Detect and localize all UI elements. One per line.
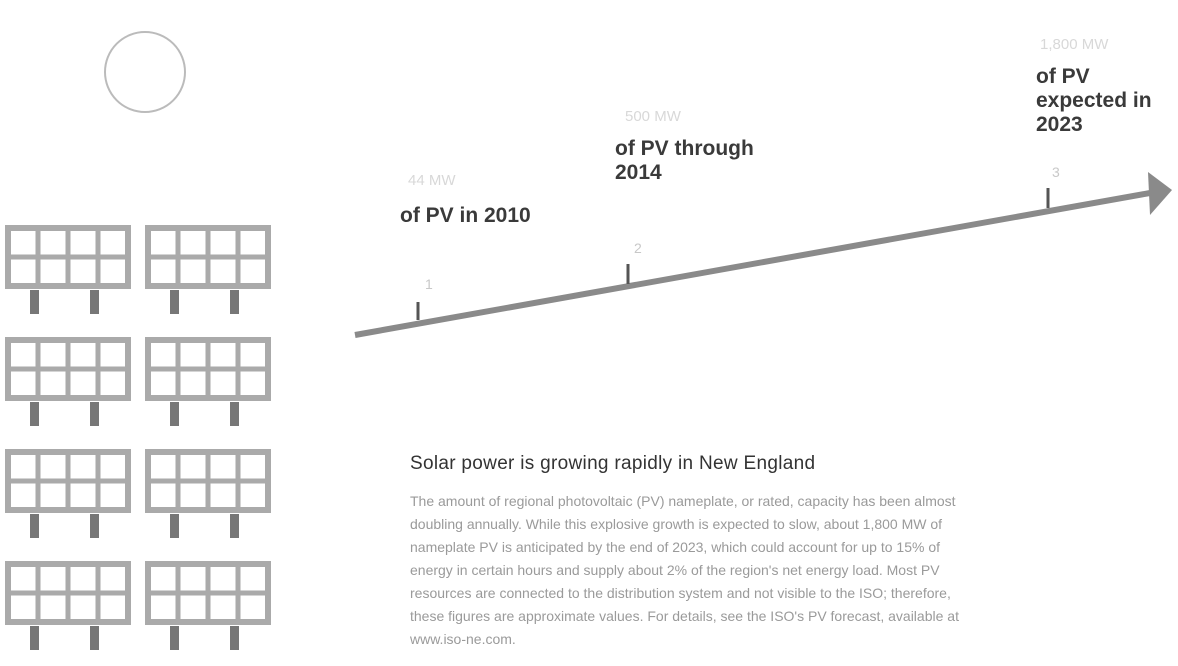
panel-part [170, 626, 179, 650]
panel-part [230, 402, 239, 426]
panel-part [230, 514, 239, 538]
panel-part [30, 626, 39, 650]
milestone-label: of PV expected in 2023 [1036, 65, 1152, 136]
milestone-number: 2 [634, 240, 642, 256]
timeline-arrow [354, 172, 1172, 338]
amount: 500 MW [625, 108, 681, 125]
panel-part [230, 290, 239, 314]
panel-part [90, 514, 99, 538]
amount: 44 MW [408, 172, 456, 189]
milestone-number: 3 [1052, 164, 1060, 180]
panel-part [90, 290, 99, 314]
solar-panels [5, 225, 271, 650]
sun [104, 31, 186, 113]
milestone-label: of PV in 2010 [400, 204, 531, 227]
panel-part [30, 514, 39, 538]
timeline-ticks [416, 188, 1050, 320]
panel-part [170, 290, 179, 314]
panel-part [30, 402, 39, 426]
panel-part [170, 514, 179, 538]
amount: 1,800 MW [1040, 36, 1109, 53]
milestone-label: of PV through 2014 [615, 137, 754, 184]
milestone-number: 1 [425, 276, 433, 292]
panel-part [30, 290, 39, 314]
panel-part [90, 626, 99, 650]
heading: Solar power is growing rapidly in New En… [410, 453, 816, 474]
panel-part [90, 402, 99, 426]
panel-part [230, 626, 239, 650]
body-text: The amount of regional photovoltaic (PV)… [410, 493, 959, 647]
panel-part [170, 402, 179, 426]
